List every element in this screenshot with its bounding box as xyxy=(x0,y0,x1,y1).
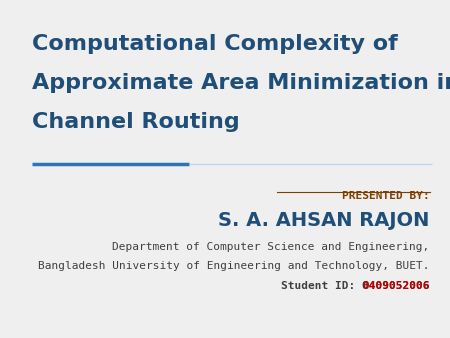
Text: Student ID: 0409052006: Student ID: 0409052006 xyxy=(281,281,430,291)
Text: PRESENTED BY:: PRESENTED BY: xyxy=(342,191,430,201)
Text: Computational Complexity of: Computational Complexity of xyxy=(32,34,397,54)
Text: Approximate Area Minimization in: Approximate Area Minimization in xyxy=(32,73,450,93)
Text: Department of Computer Science and Engineering,: Department of Computer Science and Engin… xyxy=(112,242,430,252)
Text: Channel Routing: Channel Routing xyxy=(32,112,239,131)
Text: 0409052006: 0409052006 xyxy=(362,281,430,291)
Text: S. A. AHSAN RAJON: S. A. AHSAN RAJON xyxy=(218,211,430,230)
Text: Bangladesh University of Engineering and Technology, BUET.: Bangladesh University of Engineering and… xyxy=(38,261,430,271)
